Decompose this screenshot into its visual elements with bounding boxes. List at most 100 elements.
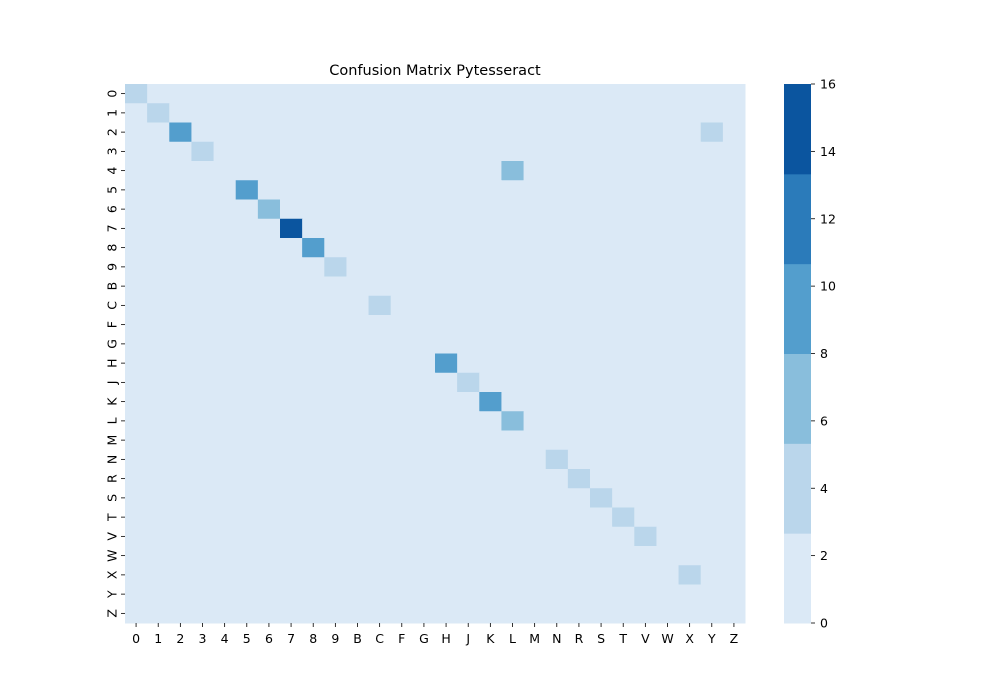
heatmap-cell-1-J [457,103,480,123]
heatmap-cell-9-V [634,257,657,277]
heatmap-cell-2-F [390,122,414,143]
heatmap-cell-C-B [346,295,370,316]
heatmap-cell-M-G [412,430,436,451]
heatmap-cell-0-X [678,84,702,104]
heatmap-cell-G-Z [722,334,746,354]
heatmap-cell-1-H [435,103,458,123]
heatmap-cell-S-C [368,488,392,508]
heatmap-cell-4-F [390,161,414,181]
heatmap-cell-T-X [678,507,702,528]
heatmap-cell-N-7 [280,449,303,470]
heatmap-cell-S-J [457,488,480,508]
heatmap-cell-T-F [390,507,414,528]
heatmap-cell-L-F [390,411,414,431]
colorbar-tick-label: 6 [820,413,828,428]
heatmap-cell-M-B [346,430,370,451]
heatmap-cell-Y-M [523,584,547,605]
heatmap-cell-H-H [435,353,458,374]
heatmap-cell-4-3 [191,161,215,181]
heatmap-cell-7-C [368,218,392,239]
heatmap-cell-B-W [656,276,680,297]
x-tick-label: 3 [199,631,207,646]
heatmap-cell-V-2 [169,526,192,547]
heatmap-cell-9-3 [191,257,215,277]
heatmap-cell-6-B [346,199,370,220]
y-tick-label: Z [105,609,120,618]
heatmap-cell-H-9 [324,353,347,374]
heatmap-cell-M-J [457,430,480,451]
heatmap-cell-3-F [390,141,414,162]
heatmap-cell-9-F [390,257,414,277]
heatmap-cell-X-B [346,565,370,585]
heatmap-cells [125,84,746,624]
heatmap-cell-F-1 [147,315,170,335]
heatmap-cell-8-W [656,238,680,258]
heatmap-cell-0-0 [125,84,148,104]
heatmap-cell-V-V [634,526,657,547]
heatmap-cell-1-2 [169,103,192,123]
heatmap-cell-W-L [501,546,525,566]
heatmap-cell-8-T [612,238,635,258]
heatmap-cell-K-8 [302,392,325,412]
heatmap-cell-G-H [435,334,458,354]
heatmap-cell-T-M [523,507,547,528]
heatmap-cell-N-9 [324,449,347,470]
heatmap-cell-Y-H [435,584,458,605]
heatmap-cell-4-H [435,161,458,181]
heatmap-cell-W-B [346,546,370,566]
heatmap-cell-R-B [346,469,370,489]
heatmap-cell-X-K [479,565,502,585]
heatmap-cell-4-M [523,161,547,181]
x-tick-label: C [375,631,384,646]
heatmap-cell-4-6 [257,161,281,181]
x-tick-label: B [353,631,362,646]
heatmap-cell-F-8 [302,315,325,335]
heatmap-cell-5-8 [302,180,325,200]
heatmap-cell-X-2 [169,565,192,585]
x-tick-label: 9 [331,631,339,646]
heatmap-cell-0-4 [213,84,237,104]
heatmap-cell-5-M [523,180,547,200]
heatmap-cell-J-Z [722,372,746,393]
heatmap-cell-9-4 [213,257,237,277]
heatmap-cell-8-S [590,238,613,258]
heatmap-cell-F-X [678,315,702,335]
heatmap-cell-V-9 [324,526,347,547]
heatmap-cell-T-Y [700,507,724,528]
heatmap-cell-7-3 [191,218,215,239]
heatmap-cell-M-L [501,430,525,451]
heatmap-cell-Z-3 [191,603,215,624]
heatmap-cell-G-K [479,334,502,354]
heatmap-cell-F-Y [700,315,724,335]
heatmap-cell-S-8 [302,488,325,508]
y-tick-label: V [105,532,120,541]
heatmap-cell-0-8 [302,84,325,104]
heatmap-cell-M-1 [147,430,170,451]
x-tick-label: H [441,631,450,646]
heatmap-cell-6-6 [257,199,281,220]
heatmap-cell-K-N [545,392,569,412]
heatmap-cell-K-9 [324,392,347,412]
heatmap-cell-T-0 [125,507,148,528]
heatmap-cell-K-6 [257,392,281,412]
heatmap-cell-G-1 [147,334,170,354]
heatmap-cell-9-T [612,257,635,277]
heatmap-cell-T-V [634,507,657,528]
heatmap-cell-X-N [545,565,569,585]
heatmap-cell-X-V [634,565,657,585]
heatmap-cell-G-L [501,334,525,354]
chart-title: Confusion Matrix Pytesseract [329,63,541,79]
heatmap-cell-H-L [501,353,525,374]
heatmap-cell-N-M [523,449,547,470]
heatmap-cell-R-1 [147,469,170,489]
heatmap-cell-5-C [368,180,392,200]
heatmap-cell-G-3 [191,334,215,354]
heatmap-cell-8-R [567,238,591,258]
heatmap-cell-9-R [567,257,591,277]
heatmap-cell-T-5 [235,507,259,528]
heatmap-cell-S-R [567,488,591,508]
heatmap-cell-5-6 [257,180,281,200]
heatmap-cell-5-W [656,180,680,200]
heatmap-cell-J-S [590,372,613,393]
heatmap-cell-2-X [678,122,702,143]
